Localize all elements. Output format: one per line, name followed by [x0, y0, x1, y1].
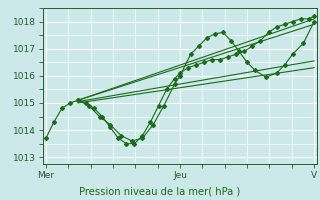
Text: Pression niveau de la mer( hPa ): Pression niveau de la mer( hPa ) [79, 186, 241, 196]
